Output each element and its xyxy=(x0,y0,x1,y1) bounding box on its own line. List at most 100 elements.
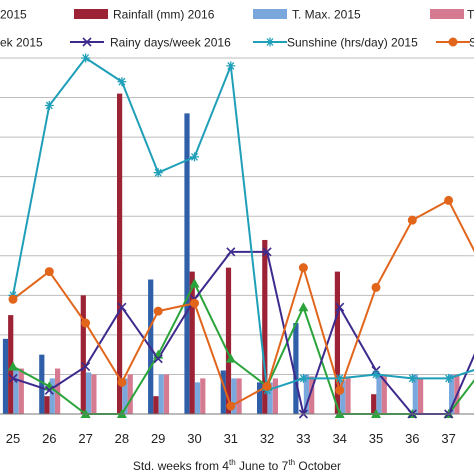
legend-label: Sunshine (hrs/day) 2015 xyxy=(287,36,418,50)
x-tick-label: 35 xyxy=(369,431,383,446)
legend: 2015 Rainfall (mm) 2016 T. Max. 2015 Tek 20… xyxy=(0,8,474,50)
data-point xyxy=(8,361,18,371)
data-point xyxy=(153,306,163,316)
bar xyxy=(80,295,86,414)
bar xyxy=(18,368,24,414)
legend-marker xyxy=(265,37,275,47)
bar xyxy=(117,93,123,414)
data-point xyxy=(298,373,308,383)
legend-label: S xyxy=(469,36,474,50)
data-point xyxy=(8,294,18,304)
data-point xyxy=(190,152,199,162)
bar xyxy=(272,378,278,414)
x-tick-label: 37 xyxy=(441,431,455,446)
data-point xyxy=(407,215,417,225)
x-tick-label: 29 xyxy=(151,431,165,446)
bar xyxy=(293,323,299,414)
legend-label: T xyxy=(467,8,474,22)
data-point xyxy=(407,373,417,383)
series-markers xyxy=(8,53,454,419)
bar xyxy=(8,315,14,414)
bar xyxy=(200,378,206,414)
data-point xyxy=(81,53,91,63)
data-point xyxy=(371,282,381,292)
bar xyxy=(418,378,424,414)
x-tick-label: 26 xyxy=(42,431,56,446)
bar xyxy=(412,374,418,414)
data-point xyxy=(81,361,91,372)
data-point xyxy=(298,263,308,273)
bar xyxy=(44,396,50,414)
data-point xyxy=(335,302,345,312)
x-tick-label: 32 xyxy=(260,431,274,446)
data-point xyxy=(226,401,236,411)
x-tick-label: 28 xyxy=(115,431,129,446)
bar xyxy=(449,374,455,414)
bar xyxy=(163,374,170,414)
legend-marker xyxy=(448,37,458,47)
bar xyxy=(267,382,273,414)
data-point xyxy=(190,298,199,308)
x-tick-label: 34 xyxy=(332,431,346,446)
bar xyxy=(184,113,190,414)
x-tick-labels: 2526272829303132333435363738 xyxy=(6,431,456,446)
x-tick-label: 27 xyxy=(78,431,92,446)
bar xyxy=(236,378,242,414)
bar xyxy=(49,378,55,414)
x-tick-label: 33 xyxy=(296,431,310,446)
bar xyxy=(220,370,226,414)
bar xyxy=(2,338,9,414)
data-point xyxy=(371,369,381,379)
x-axis-title: Std. weeks from 4th June to 7th October xyxy=(133,458,341,473)
data-point xyxy=(153,354,163,364)
series-line xyxy=(12,199,474,408)
data-point xyxy=(262,381,272,391)
legend-swatch xyxy=(430,9,464,19)
data-point xyxy=(444,195,454,205)
x-tick-label: 25 xyxy=(6,431,20,446)
bar xyxy=(303,374,309,414)
bar xyxy=(225,267,232,414)
series-line xyxy=(12,250,474,415)
x-tick-label: 30 xyxy=(187,431,201,446)
legend-label: 2015 xyxy=(0,8,27,22)
bar xyxy=(371,394,377,414)
bar xyxy=(340,380,346,414)
data-point xyxy=(298,302,309,312)
bar xyxy=(55,368,61,414)
data-point xyxy=(44,267,54,277)
bar xyxy=(257,382,263,414)
bar xyxy=(86,372,92,414)
data-point xyxy=(117,77,127,87)
bar xyxy=(334,271,340,414)
bar xyxy=(39,354,45,414)
bar xyxy=(122,378,128,414)
bar xyxy=(13,370,19,414)
data-point xyxy=(335,373,345,383)
legend-swatch xyxy=(74,9,108,19)
legend-label: ek 2015 xyxy=(0,36,43,50)
bar xyxy=(91,374,97,414)
legend-marker xyxy=(82,37,92,47)
data-point xyxy=(117,302,127,312)
data-point xyxy=(44,385,54,395)
bar xyxy=(231,378,237,414)
data-point xyxy=(335,385,345,395)
data-point xyxy=(444,373,454,383)
bar xyxy=(262,239,268,414)
bar xyxy=(127,374,133,414)
bar xyxy=(345,376,351,414)
data-point xyxy=(226,247,236,257)
data-point xyxy=(226,61,236,71)
data-point xyxy=(189,278,200,288)
data-point xyxy=(262,247,272,257)
legend-label: T. Max. 2015 xyxy=(292,8,361,22)
bar xyxy=(381,374,387,414)
bar xyxy=(376,374,382,414)
bar xyxy=(194,382,201,414)
gridlines xyxy=(0,57,474,375)
data-point xyxy=(153,168,163,178)
data-point xyxy=(44,100,54,110)
legend-label: Rainfall (mm) 2016 xyxy=(113,8,215,22)
